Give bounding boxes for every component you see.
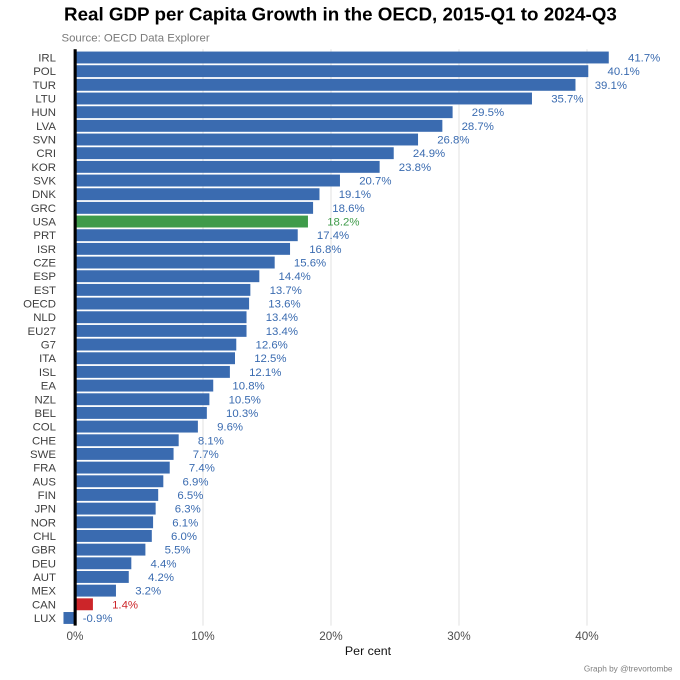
svg-text:12.5%: 12.5% [254,353,286,365]
svg-text:29.5%: 29.5% [472,107,504,119]
svg-text:17.4%: 17.4% [317,230,349,242]
svg-text:19.1%: 19.1% [339,189,371,201]
svg-text:PRT: PRT [33,230,56,242]
svg-text:10%: 10% [191,630,214,643]
svg-text:JPN: JPN [34,504,56,516]
svg-text:6.9%: 6.9% [183,476,209,488]
svg-text:BEL: BEL [34,408,56,420]
svg-text:3.2%: 3.2% [135,586,161,598]
svg-text:FRA: FRA [33,463,56,475]
svg-text:41.7%: 41.7% [628,53,660,65]
svg-text:Source: OECD Data Explorer: Source: OECD Data Explorer [62,33,210,45]
svg-text:POL: POL [33,66,56,78]
svg-text:30%: 30% [447,630,470,643]
svg-text:ISR: ISR [37,244,56,256]
svg-text:GRC: GRC [31,203,56,215]
svg-text:HUN: HUN [31,107,56,119]
svg-text:CHE: CHE [32,435,56,447]
svg-text:IRL: IRL [38,53,56,65]
svg-text:5.5%: 5.5% [165,545,191,557]
svg-text:18.6%: 18.6% [332,203,364,215]
svg-text:OECD: OECD [23,299,56,311]
svg-text:40.1%: 40.1% [608,66,640,78]
svg-text:DEU: DEU [32,558,56,570]
svg-text:13.4%: 13.4% [266,312,298,324]
svg-text:12.6%: 12.6% [256,340,288,352]
svg-text:6.5%: 6.5% [177,490,203,502]
svg-text:20.7%: 20.7% [359,176,391,188]
svg-text:Real GDP per Capita Growth in: Real GDP per Capita Growth in the OECD, … [64,4,617,25]
svg-text:13.4%: 13.4% [266,326,298,338]
svg-text:CHL: CHL [33,531,56,543]
svg-text:CAN: CAN [32,599,56,611]
svg-text:-0.9%: -0.9% [83,613,113,625]
svg-text:7.4%: 7.4% [189,463,215,475]
svg-text:ESP: ESP [33,271,56,283]
svg-text:13.7%: 13.7% [270,285,302,297]
svg-text:AUS: AUS [33,476,57,488]
svg-text:13.6%: 13.6% [268,299,300,311]
svg-text:KOR: KOR [31,162,56,174]
svg-text:1.4%: 1.4% [112,599,138,611]
svg-text:26.8%: 26.8% [437,135,469,147]
svg-text:10.8%: 10.8% [232,381,264,393]
svg-text:4.2%: 4.2% [148,572,174,584]
svg-text:TUR: TUR [33,80,56,92]
svg-text:EST: EST [34,285,56,297]
svg-text:SWE: SWE [30,449,56,461]
svg-text:LVA: LVA [36,121,56,133]
svg-text:9.6%: 9.6% [217,422,243,434]
svg-text:CZE: CZE [33,258,56,270]
svg-text:MEX: MEX [31,586,56,598]
svg-text:Graph by @trevortombe: Graph by @trevortombe [584,665,673,674]
svg-text:NZL: NZL [34,394,56,406]
svg-text:0%: 0% [67,630,84,643]
svg-text:ITA: ITA [39,353,56,365]
svg-text:7.7%: 7.7% [193,449,219,461]
svg-text:28.7%: 28.7% [462,121,494,133]
svg-text:10.5%: 10.5% [229,394,261,406]
svg-text:SVK: SVK [33,176,56,188]
svg-text:39.1%: 39.1% [595,80,627,92]
svg-text:4.4%: 4.4% [151,558,177,570]
svg-text:FIN: FIN [38,490,56,502]
svg-text:Per cent: Per cent [345,644,392,658]
svg-text:6.3%: 6.3% [175,504,201,516]
svg-text:NLD: NLD [33,312,56,324]
svg-text:40%: 40% [575,630,598,643]
svg-text:35.7%: 35.7% [551,94,583,106]
svg-text:8.1%: 8.1% [198,435,224,447]
svg-text:6.0%: 6.0% [171,531,197,543]
svg-text:DNK: DNK [32,189,56,201]
svg-text:SVN: SVN [33,135,56,147]
svg-text:15.6%: 15.6% [294,258,326,270]
svg-text:EA: EA [41,381,57,393]
svg-text:6.1%: 6.1% [172,517,198,529]
svg-text:CRI: CRI [36,148,56,160]
svg-text:AUT: AUT [33,572,56,584]
svg-text:14.4%: 14.4% [279,271,311,283]
svg-text:23.8%: 23.8% [399,162,431,174]
svg-text:COL: COL [33,422,56,434]
svg-text:LUX: LUX [34,613,57,625]
svg-text:24.9%: 24.9% [413,148,445,160]
svg-text:NOR: NOR [31,517,56,529]
svg-text:10.3%: 10.3% [226,408,258,420]
svg-text:GBR: GBR [31,545,56,557]
svg-text:EU27: EU27 [28,326,57,338]
svg-text:18.2%: 18.2% [327,217,359,229]
svg-text:12.1%: 12.1% [249,367,281,379]
svg-text:20%: 20% [319,630,342,643]
svg-text:G7: G7 [41,340,56,352]
svg-text:ISL: ISL [39,367,56,379]
svg-text:LTU: LTU [35,94,56,106]
svg-text:USA: USA [33,217,57,229]
svg-text:16.8%: 16.8% [309,244,341,256]
